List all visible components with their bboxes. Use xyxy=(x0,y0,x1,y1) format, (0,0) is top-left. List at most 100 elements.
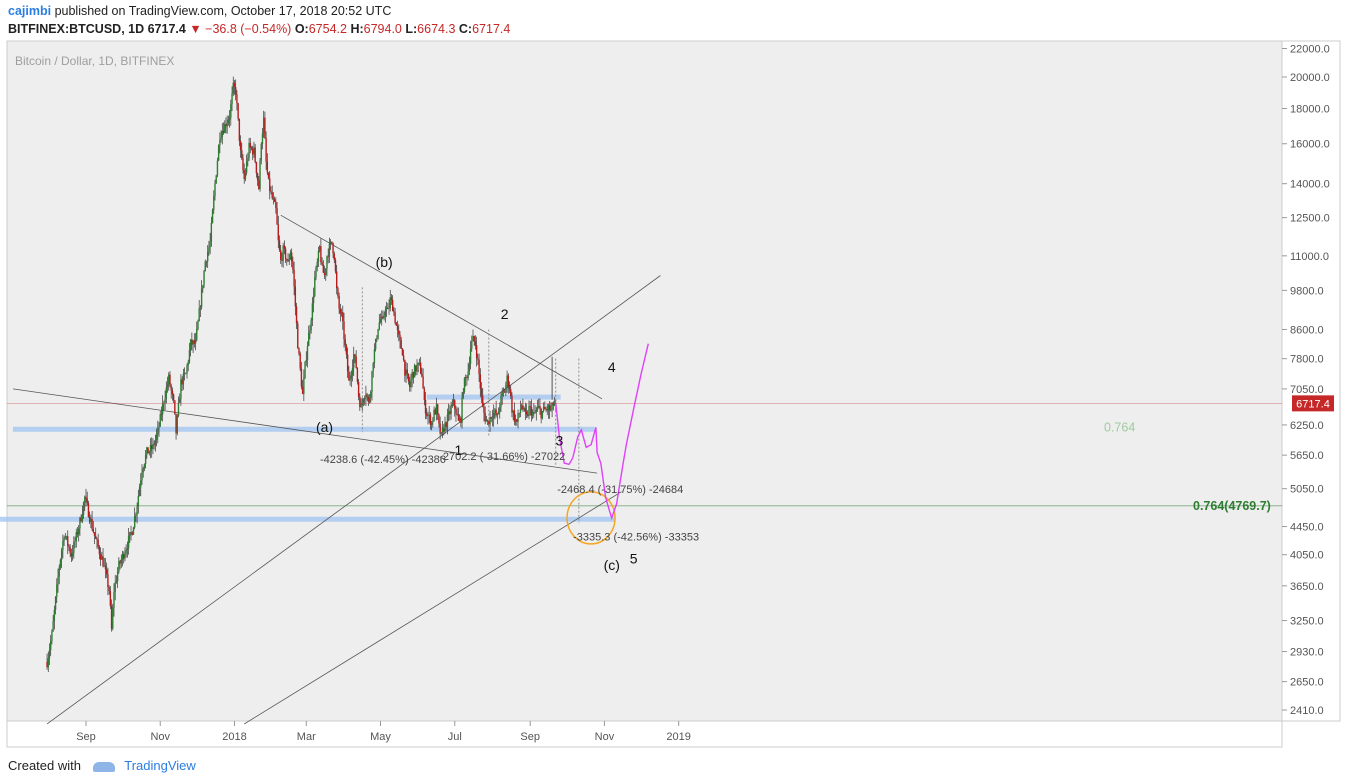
candle-body[interactable] xyxy=(440,432,443,434)
candle-body[interactable] xyxy=(123,554,125,559)
candle-body[interactable] xyxy=(260,144,262,161)
candle-body[interactable] xyxy=(328,243,331,257)
candle-body[interactable] xyxy=(418,362,421,364)
candle-body[interactable] xyxy=(445,422,447,427)
candle-body[interactable] xyxy=(350,375,353,379)
candle-body[interactable] xyxy=(253,147,255,155)
candle-body[interactable] xyxy=(535,410,537,413)
candle-body[interactable] xyxy=(412,372,415,378)
candle-body[interactable] xyxy=(309,330,311,333)
candle-body[interactable] xyxy=(384,309,387,316)
candle-body[interactable] xyxy=(435,404,438,415)
candle-body[interactable] xyxy=(312,295,315,304)
candle-body[interactable] xyxy=(209,241,211,248)
candle-body[interactable] xyxy=(419,362,422,374)
candle-body[interactable] xyxy=(510,389,512,396)
candle-body[interactable] xyxy=(53,609,56,622)
candle-body[interactable] xyxy=(524,408,527,412)
candle-body[interactable] xyxy=(205,261,208,263)
candle-body[interactable] xyxy=(293,269,295,287)
candle-body[interactable] xyxy=(152,444,154,449)
candle-body[interactable] xyxy=(415,365,417,372)
candle-body[interactable] xyxy=(327,256,329,258)
candle-body[interactable] xyxy=(73,541,75,554)
candle-body[interactable] xyxy=(468,363,471,372)
candle-body[interactable] xyxy=(259,160,261,190)
candle-body[interactable] xyxy=(297,323,299,349)
candle-body[interactable] xyxy=(342,312,344,322)
candle-body[interactable] xyxy=(469,348,472,364)
candle-body[interactable] xyxy=(413,365,416,378)
candle-body[interactable] xyxy=(450,406,452,414)
candle-body[interactable] xyxy=(367,396,370,403)
candle-body[interactable] xyxy=(551,402,553,410)
candle-body[interactable] xyxy=(503,391,506,393)
candle-body[interactable] xyxy=(387,307,389,309)
candle-body[interactable] xyxy=(438,414,440,424)
candle-body[interactable] xyxy=(113,591,115,608)
candle-body[interactable] xyxy=(439,423,441,434)
candle-body[interactable] xyxy=(314,277,316,296)
candle-body[interactable] xyxy=(525,411,528,415)
candle-body[interactable] xyxy=(142,468,144,473)
candle-body[interactable] xyxy=(353,354,355,368)
candle-body[interactable] xyxy=(286,259,288,261)
candle-body[interactable] xyxy=(179,399,181,403)
candle-body[interactable] xyxy=(266,161,269,173)
candle-body[interactable] xyxy=(104,565,107,570)
candle-body[interactable] xyxy=(482,395,484,407)
candle-body[interactable] xyxy=(507,375,509,387)
candle-body[interactable] xyxy=(250,147,253,149)
candle-body[interactable] xyxy=(282,245,284,261)
candle-body[interactable] xyxy=(362,399,365,403)
candle-body[interactable] xyxy=(165,387,168,399)
candle-body[interactable] xyxy=(115,581,118,583)
candle-body[interactable] xyxy=(237,103,239,119)
candle-body[interactable] xyxy=(460,417,462,423)
candle-body[interactable] xyxy=(84,496,86,503)
candle-body[interactable] xyxy=(154,439,157,446)
candle-body[interactable] xyxy=(233,82,236,88)
candle-body[interactable] xyxy=(326,256,328,269)
candle-body[interactable] xyxy=(227,119,230,124)
candle-body[interactable] xyxy=(232,82,234,94)
candle-body[interactable] xyxy=(373,349,376,364)
candle-body[interactable] xyxy=(204,261,206,272)
candle-body[interactable] xyxy=(539,405,541,409)
candle-body[interactable] xyxy=(189,339,192,351)
candle-body[interactable] xyxy=(541,411,544,419)
candle-body[interactable] xyxy=(169,374,171,386)
candle-body[interactable] xyxy=(333,253,335,260)
candle-body[interactable] xyxy=(107,574,109,588)
candle-body[interactable] xyxy=(220,137,222,140)
candle-body[interactable] xyxy=(496,414,499,416)
candle-body[interactable] xyxy=(399,334,401,341)
candle-body[interactable] xyxy=(202,285,204,289)
candle-body[interactable] xyxy=(224,124,226,134)
candle-body[interactable] xyxy=(540,408,542,419)
candle-body[interactable] xyxy=(432,420,434,423)
candle-body[interactable] xyxy=(287,260,289,262)
candle-body[interactable] xyxy=(114,582,116,592)
candle-body[interactable] xyxy=(378,322,380,330)
candle-body[interactable] xyxy=(461,397,463,423)
candle-body[interactable] xyxy=(455,408,457,414)
candle-body[interactable] xyxy=(346,354,349,372)
candle-body[interactable] xyxy=(406,369,408,374)
candle-body[interactable] xyxy=(434,409,436,415)
candle-body[interactable] xyxy=(148,451,150,454)
candle-body[interactable] xyxy=(51,631,53,642)
candle-body[interactable] xyxy=(411,372,413,380)
candle-body[interactable] xyxy=(185,373,187,375)
candle-body[interactable] xyxy=(281,259,283,261)
candle-body[interactable] xyxy=(528,406,530,416)
candle-body[interactable] xyxy=(80,517,82,522)
candle-body[interactable] xyxy=(96,538,98,540)
candle-body[interactable] xyxy=(393,311,395,313)
candle-body[interactable] xyxy=(478,359,480,375)
candle-body[interactable] xyxy=(90,518,92,522)
candle-body[interactable] xyxy=(254,147,256,163)
candle-body[interactable] xyxy=(354,354,356,357)
candle-body[interactable] xyxy=(444,422,446,432)
candle-body[interactable] xyxy=(454,400,456,409)
